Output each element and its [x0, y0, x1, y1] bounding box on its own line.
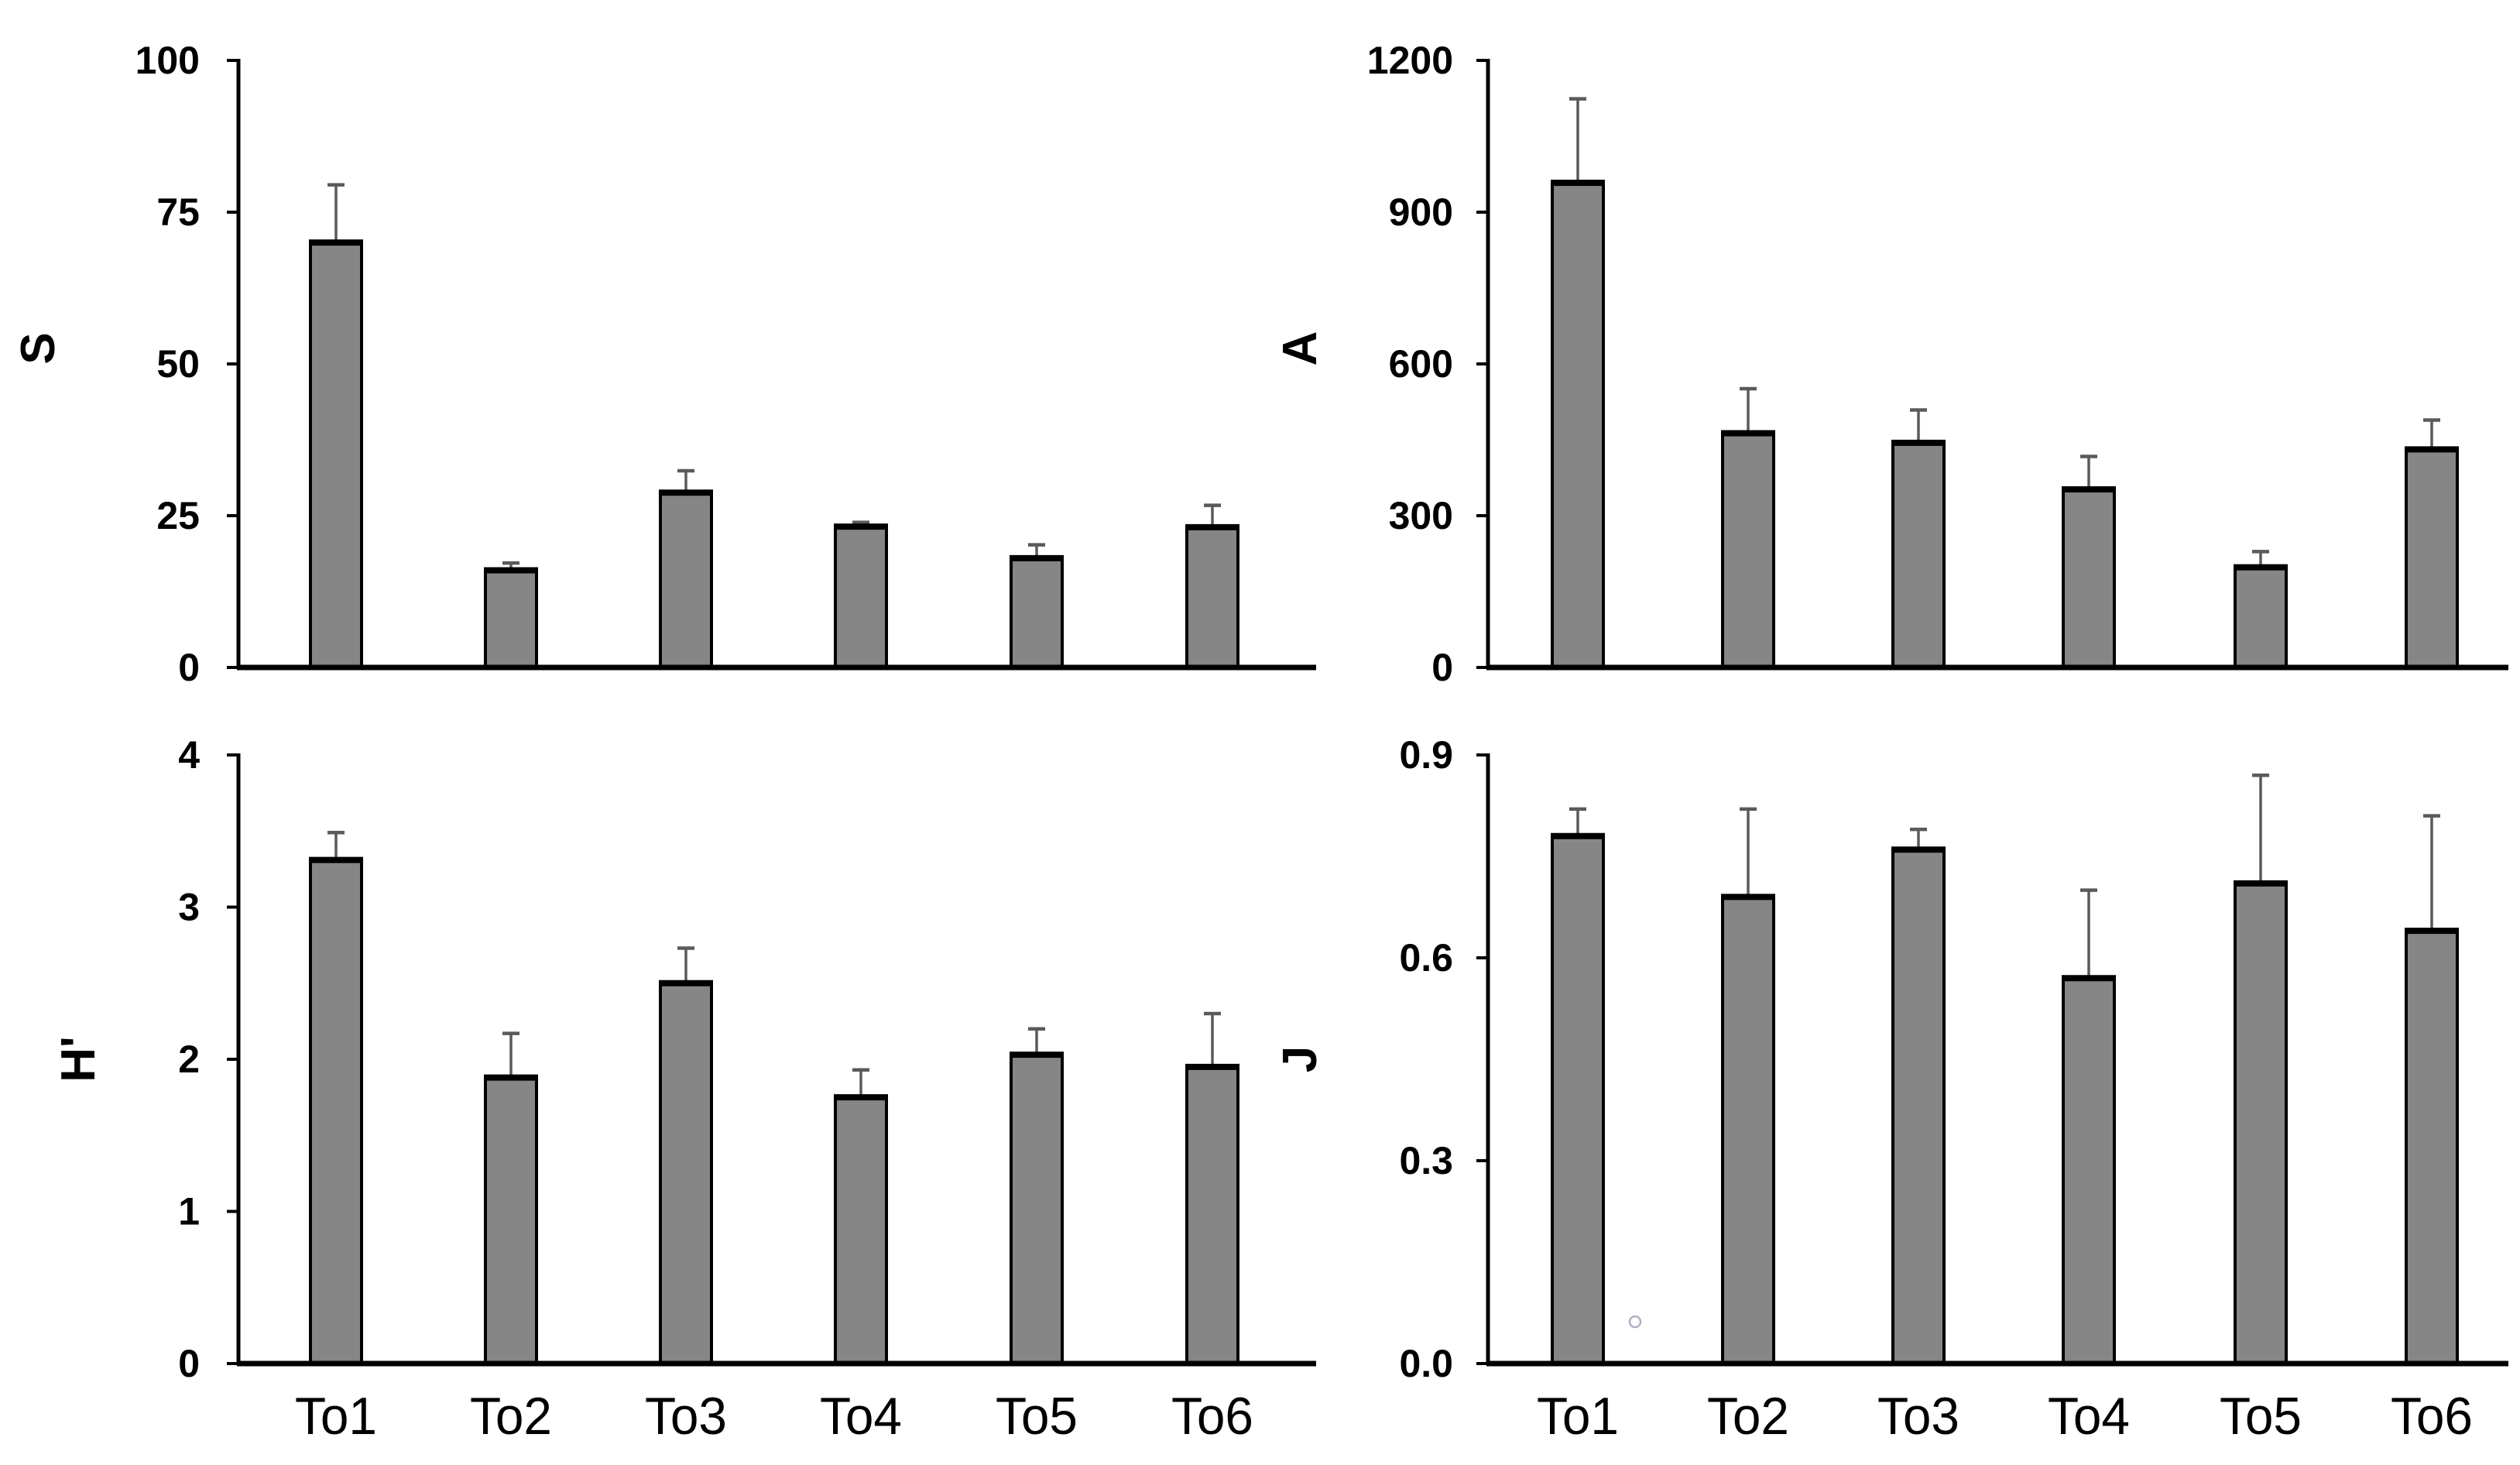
panel-S: 0 25 50 75 100 S — [12, 39, 1316, 689]
bar-H-To4 — [834, 1096, 888, 1365]
y-axis-title-S: S — [12, 332, 65, 364]
y-tick-label-A-600: 600 — [1389, 342, 1453, 386]
y-tick-label-J-0.3: 0.3 — [1399, 1139, 1453, 1182]
x-tick-label-J-To5: To5 — [2220, 1387, 2302, 1446]
y-tick-label-A-1200: 1200 — [1367, 39, 1453, 82]
bar-S-To3 — [659, 491, 713, 670]
bar-J-To5 — [2234, 881, 2288, 1365]
y-tick-label-S-100: 100 — [135, 39, 200, 82]
y-tick-label-H-4: 4 — [178, 733, 200, 777]
bar-J-To4 — [2062, 976, 2116, 1365]
y-tick-label-J-0.0: 0.0 — [1399, 1342, 1453, 1385]
y-tick-label-S-0: 0 — [178, 646, 200, 689]
stray-ring-marker — [1628, 1315, 1642, 1329]
bar-A-To4 — [2062, 488, 2116, 669]
bar-H-To2 — [484, 1076, 538, 1365]
bar-S-To5 — [1010, 556, 1064, 669]
bar-A-To3 — [1891, 441, 1946, 669]
x-tick-label-H-To1: To1 — [295, 1387, 377, 1446]
x-tick-label-H-To3: To3 — [645, 1387, 727, 1446]
y-tick-label-S-25: 25 — [156, 494, 200, 537]
panel-A: 0 300 600 900 1200 A — [1274, 39, 2508, 689]
bar-H-To6 — [1185, 1065, 1239, 1365]
x-tick-label-H-To4: To4 — [820, 1387, 902, 1446]
x-tick-label-J-To3: To3 — [1877, 1387, 1959, 1446]
y-tick-label-A-0: 0 — [1431, 646, 1453, 689]
x-tick-label-J-To1: To1 — [1537, 1387, 1619, 1446]
bar-J-To1 — [1551, 834, 1605, 1366]
x-tick-label-J-To4: To4 — [2048, 1387, 2130, 1446]
x-tick-label-H-To2: To2 — [470, 1387, 552, 1446]
x-tick-label-H-To5: To5 — [996, 1387, 1078, 1446]
y-axis-title-J: J — [1274, 1046, 1327, 1072]
x-tick-label-H-To6: To6 — [1171, 1387, 1253, 1446]
bar-S-To6 — [1185, 525, 1239, 669]
y-axis-title-H: H' — [52, 1036, 105, 1082]
bar-H-To3 — [659, 981, 713, 1365]
x-tick-label-J-To6: To6 — [2391, 1387, 2473, 1446]
bar-H-To1 — [309, 858, 363, 1365]
bar-S-To1 — [309, 241, 363, 669]
panel-J: 0.0 0.3 0.6 0.9 J To1 To2 To3 To4 To5 To6 — [1274, 733, 2508, 1446]
y-tick-label-H-1: 1 — [178, 1190, 200, 1233]
bar-A-To1 — [1551, 181, 1605, 669]
bar-H-To5 — [1010, 1053, 1064, 1365]
bar-S-To2 — [484, 568, 538, 669]
panel-H: 0 1 2 3 4 H' To1 To2 To3 To4 To5 To6 — [52, 733, 1316, 1446]
bar-S-To4 — [834, 525, 888, 669]
y-tick-label-S-75: 75 — [156, 190, 200, 234]
bar-A-To2 — [1721, 431, 1775, 669]
y-tick-label-H-0: 0 — [178, 1342, 200, 1385]
y-tick-label-J-0.6: 0.6 — [1399, 936, 1453, 980]
bar-A-To6 — [2405, 448, 2459, 669]
y-tick-label-A-900: 900 — [1389, 190, 1453, 234]
y-axis-title-A: A — [1274, 331, 1327, 366]
y-tick-label-A-300: 300 — [1389, 494, 1453, 537]
bar-J-To3 — [1891, 848, 1946, 1366]
x-tick-label-J-To2: To2 — [1707, 1387, 1789, 1446]
y-tick-label-H-2: 2 — [178, 1038, 200, 1081]
y-tick-label-H-3: 3 — [178, 886, 200, 929]
y-tick-label-J-0.9: 0.9 — [1399, 733, 1453, 777]
bar-A-To5 — [2234, 565, 2288, 670]
bar-J-To2 — [1721, 895, 1775, 1365]
y-tick-label-S-50: 50 — [156, 342, 200, 386]
bar-J-To6 — [2405, 929, 2459, 1365]
